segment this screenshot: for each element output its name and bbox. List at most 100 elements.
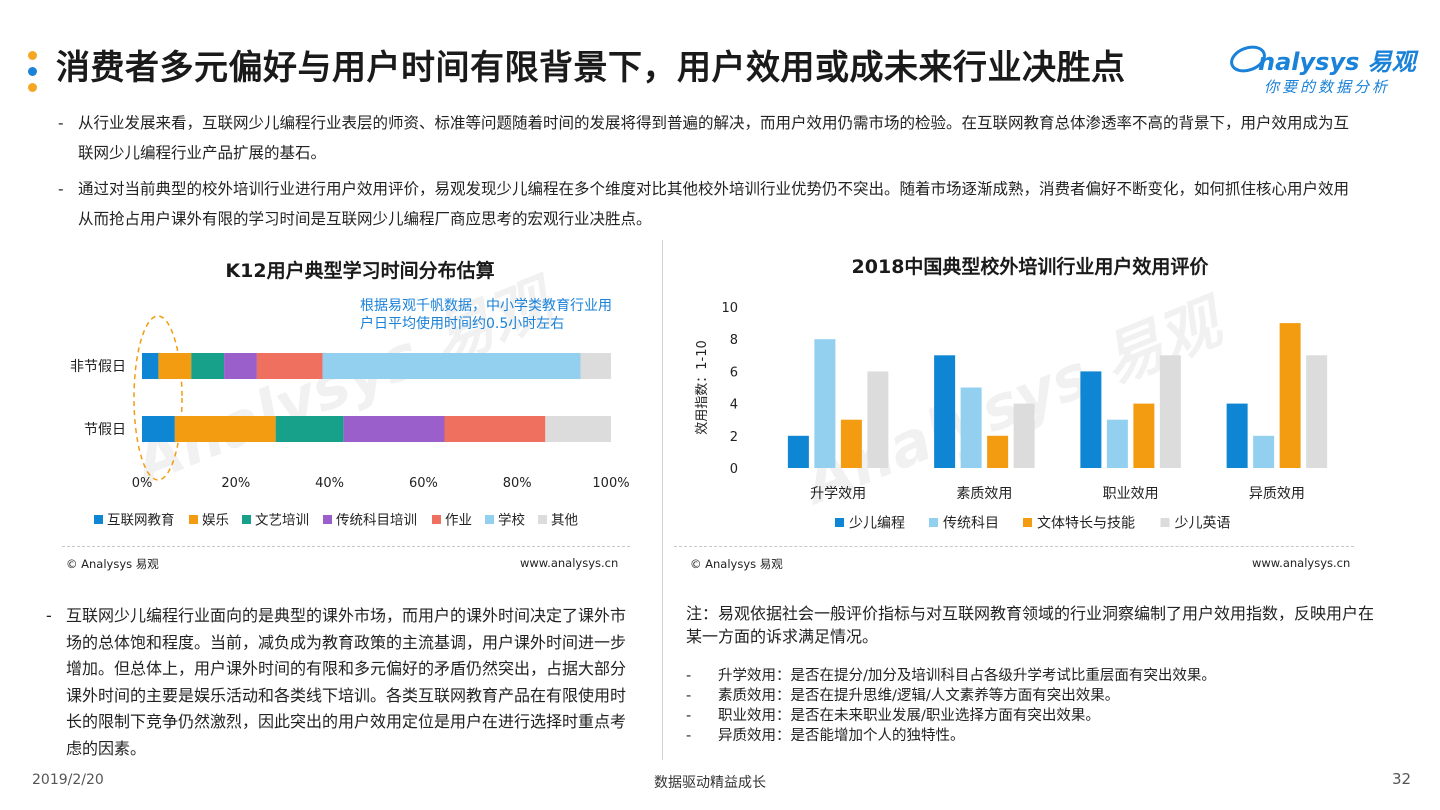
left-source: © Analysys 易观 (66, 557, 159, 571)
bar (1253, 435, 1275, 468)
legend-swatch (242, 515, 251, 524)
y-tick-label: 8 (730, 333, 738, 348)
y-tick-label: 4 (730, 398, 738, 413)
definition-item: - 异质效用：是否能增加个人的独特性。 (686, 728, 965, 744)
footer-slogan: 数据驱动精益成长 (654, 775, 766, 791)
bar-segment (545, 416, 611, 442)
bar-segment (224, 353, 257, 379)
legend-label: 娱乐 (202, 513, 229, 529)
legend-swatch (538, 515, 547, 524)
legend-swatch (1023, 518, 1032, 527)
legend-label: 学校 (498, 512, 526, 529)
bar-segment (174, 416, 276, 442)
y-tick-label: 10 (721, 301, 738, 316)
x-tick-label: 40% (315, 476, 344, 491)
category-label: 节假日 (84, 422, 126, 438)
footer-date: 2019/2/20 (32, 772, 104, 788)
right-divider (674, 546, 1354, 547)
legend-swatch (835, 518, 844, 527)
bar-segment (256, 353, 323, 379)
category-label: 非节假日 (70, 359, 126, 375)
bullet-text: 通过对当前典型的校外培训行业进行用户效用评价，易观发现少儿编程在多个维度对比其他… (78, 180, 1350, 228)
bar (1226, 403, 1248, 468)
bar-segment (275, 416, 344, 442)
lower-left-paragraph: - 互联网少儿编程行业面向的是典型的课外市场，而用户的课外时间决定了课外市场的总… (46, 603, 638, 762)
logo-text: nalysys 易观 (1258, 48, 1416, 76)
lower-left-text: 互联网少儿编程行业面向的是典型的课外市场，而用户的课外时间决定了课外市场的总体饱… (66, 606, 627, 758)
accent-dot-3 (28, 83, 37, 92)
legend-swatch (929, 518, 938, 527)
highlight-ellipse (133, 315, 183, 481)
left-chart-canvas: 根据易观千帆数据，中小学类教育行业用户日平均使用时间约0.5小时左右非节假日节假… (70, 298, 630, 529)
y-tick-label: 2 (730, 430, 738, 445)
bar (1106, 419, 1128, 468)
definition-item: - 素质效用：是否在提升思维/逻辑/人文素养等方面有突出效果。 (686, 688, 1120, 704)
bar (1080, 371, 1102, 468)
bar-segment (444, 416, 546, 442)
bar (787, 435, 809, 468)
legend-swatch (485, 515, 494, 524)
left-chart-title: K12用户典型学习时间分布估算 (225, 260, 495, 282)
legend-label: 少儿英语 (1175, 515, 1231, 532)
chart-annotation-line-1: 根据易观千帆数据，中小学类教育行业用 (360, 298, 612, 314)
bullet-text: 从行业发展来看，互联网少儿编程行业表层的师资、标准等问题随着时间的发展将得到普遍… (78, 114, 1350, 162)
legend-swatch (323, 515, 332, 524)
accent-dot-2 (28, 67, 37, 76)
x-tick-label: 60% (409, 476, 438, 491)
x-category-label: 升学效用 (810, 486, 866, 502)
bar (867, 371, 889, 468)
bar-segment (580, 353, 611, 379)
definition-item: - 职业效用：是否在未来职业发展/职业选择方面有突出效果。 (686, 708, 1100, 724)
bar (840, 419, 862, 468)
bar-segment (142, 416, 175, 442)
y-axis-label: 效用指数：1-10 (695, 340, 710, 435)
bar-segment (142, 353, 159, 379)
page-title: 消费者多元偏好与用户时间有限背景下，用户效用或成未来行业决胜点 (56, 48, 1126, 88)
page-number: 32 (1392, 770, 1412, 788)
definition-list: - 升学效用：是否在提分/加分及培训科目占各级升学考试比重层面有突出效果。 - 素质… (686, 666, 1376, 746)
legend-swatch (94, 515, 103, 524)
bullet-dash: - (46, 606, 52, 625)
bar (1159, 355, 1181, 468)
x-tick-label: 0% (132, 476, 153, 491)
legend-label: 少儿编程 (849, 516, 905, 532)
left-source-url: www.analysys.cn (520, 556, 619, 570)
intro-bullet-1: - 从行业发展来看，互联网少儿编程行业表层的师资、标准等问题随着时间的发展将得到… (58, 108, 1358, 168)
x-tick-label: 80% (503, 476, 532, 491)
legend-swatch (432, 515, 441, 524)
bar-segment (158, 353, 192, 379)
right-chart-title: 2018中国典型校外培训行业用户效用评价 (851, 256, 1209, 278)
bar (1306, 355, 1328, 468)
definition-item: - 升学效用：是否在提分/加分及培训科目占各级升学考试比重层面有突出效果。 (686, 668, 1216, 684)
legend-label: 传统科目培训 (336, 513, 417, 529)
bar (1279, 323, 1301, 468)
bar (960, 387, 982, 468)
column-separator (662, 240, 663, 760)
bullet-dash: - (58, 114, 64, 132)
bar (1013, 403, 1035, 468)
x-category-label: 素质效用 (956, 486, 1012, 502)
bullet-dash: - (58, 180, 64, 198)
bar-segment (191, 353, 225, 379)
bar (1133, 403, 1155, 468)
x-tick-label: 100% (592, 476, 629, 491)
legend-label: 传统科目 (943, 516, 999, 532)
y-tick-label: 0 (730, 462, 738, 477)
right-source-url: www.analysys.cn (1252, 556, 1351, 570)
chart-annotation-line-2: 户日平均使用时间约0.5小时左右 (360, 315, 564, 332)
legend-label: 文艺培训 (255, 513, 309, 529)
logo-swoosh-icon (1230, 45, 1266, 73)
y-tick-label: 6 (730, 365, 738, 380)
legend-label: 文体特长与技能 (1037, 516, 1135, 532)
legend-swatch (1160, 518, 1170, 527)
intro-bullet-2: - 通过对当前典型的校外培训行业进行用户效用评价，易观发现少儿编程在多个维度对比… (58, 174, 1358, 234)
x-tick-label: 20% (221, 476, 250, 491)
x-category-label: 职业效用 (1103, 486, 1159, 502)
legend-label: 互联网教育 (107, 513, 175, 529)
legend-label: 其他 (551, 513, 578, 529)
bar (934, 355, 956, 468)
bar (987, 435, 1009, 468)
x-category-label: 异质效用 (1249, 486, 1305, 502)
bar (814, 339, 836, 468)
analysys-logo: nalysys 易观 你要的数据分析 (1230, 40, 1416, 100)
